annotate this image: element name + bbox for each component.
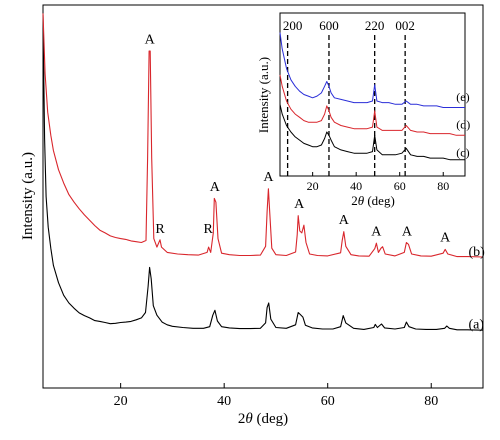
inset-series-d-line [279, 74, 465, 136]
main-series-tag: (b) [469, 245, 486, 260]
main-x-tick-label: 40 [217, 394, 231, 409]
inset-x-tick-label: 20 [307, 179, 319, 193]
inset-series-e-line [279, 32, 465, 108]
inset-chart: 200 600 220 002 20 40 60 80 (e) (d) (c) Intensit… [256, 12, 470, 208]
inset-plot-frame [279, 12, 466, 177]
main-series-a-line [42, 14, 484, 331]
main-x-tick-label: 60 [321, 394, 335, 409]
inset-x-tick-label: 60 [394, 179, 406, 193]
inset-x-axis-label: 2θ (deg) [351, 193, 395, 208]
main-peak-label: A [402, 225, 413, 240]
main-x-ticks: 20 40 60 80 [114, 383, 438, 409]
main-series-b-line [42, 13, 484, 258]
main-x-axis-label: 2θ (deg) [238, 411, 288, 427]
main-peak-label: A [339, 213, 350, 228]
inset-reference-label: 200 [283, 18, 303, 33]
inset-y-axis-label: Intensity (a.u.) [256, 57, 271, 133]
inset-series-tag: (c) [456, 145, 469, 159]
main-peak-label: R [203, 222, 213, 237]
main-peak-label: A [440, 231, 451, 246]
inset-x-tick-label: 80 [437, 179, 449, 193]
inset-series-tag: (e) [456, 90, 469, 104]
inset-x-axis-label-prefix: 2 [351, 193, 358, 208]
main-x-axis-label-theta: θ [245, 411, 253, 427]
inset-x-axis-label-suffix: (deg) [364, 193, 395, 208]
main-x-tick-label: 80 [424, 394, 438, 409]
main-peak-label: A [210, 180, 221, 195]
main-peak-label: A [371, 225, 382, 240]
main-plot-frame [42, 4, 484, 389]
inset-series-c-line [279, 104, 465, 161]
inset-reference-label: 600 [319, 18, 339, 33]
inset-x-tick-label: 40 [350, 179, 362, 193]
main-x-axis-label-suffix: (deg) [253, 411, 288, 427]
inset-series-tags: (e) (d) (c) [456, 90, 470, 159]
main-peak-label: A [294, 197, 305, 212]
main-series-tag: (a) [469, 318, 485, 333]
inset-series-lines [279, 32, 465, 161]
main-peak-label: A [145, 32, 156, 47]
main-x-axis-label-prefix: 2 [238, 411, 246, 427]
inset-x-ticks: 20 40 60 80 [307, 172, 449, 193]
main-x-tick-label: 20 [114, 394, 128, 409]
main-series-lines [42, 13, 484, 331]
main-series-tags: (b) (a) [469, 245, 486, 333]
main-y-axis-label: Intensity (a.u.) [20, 152, 36, 240]
inset-reference-lines: 200 600 220 002 [283, 18, 415, 176]
main-peak-label: R [155, 222, 165, 237]
inset-reference-label: 002 [395, 18, 415, 33]
main-chart: 20 40 60 80 A R R A A A A A A A (b) (a) Intensity (a.… [20, 4, 486, 427]
main-peak-labels: A R R A A A A A A A [145, 32, 452, 245]
inset-x-axis-label-theta: θ [358, 193, 365, 208]
inset-series-tag: (d) [456, 118, 470, 132]
inset-reference-label: 220 [365, 18, 385, 33]
main-peak-label: A [263, 170, 274, 185]
